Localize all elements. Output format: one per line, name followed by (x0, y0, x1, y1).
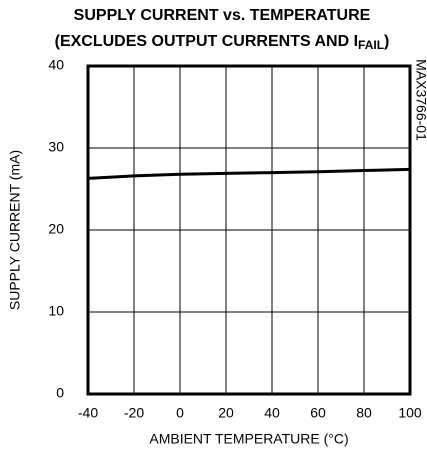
y-tick-label: 40 (48, 57, 64, 73)
x-tick-label: 100 (398, 405, 422, 421)
y-tick-label: 20 (48, 221, 64, 237)
x-axis-label: AMBIENT TEMPERATURE (°C) (149, 431, 348, 447)
chart-subtitle: (EXCLUDES OUTPUT CURRENTS AND IFAIL) (55, 33, 390, 52)
x-tick-label: 20 (218, 405, 234, 421)
data-line (87, 167, 411, 180)
subtitle-subscript: FAIL (358, 38, 384, 52)
y-tick-label: 10 (48, 303, 64, 319)
x-tick-label: 0 (176, 405, 184, 421)
y-axis-label: SUPPLY CURRENT (mA) (7, 150, 23, 310)
plot-frame (86, 64, 412, 396)
chart-title: SUPPLY CURRENT vs. TEMPERATURE (74, 7, 371, 24)
x-tick-label: 80 (356, 405, 372, 421)
x-tick-label: 40 (264, 405, 280, 421)
subtitle-end: ) (384, 33, 389, 50)
y-tick-label: 30 (48, 139, 64, 155)
x-tick-label: -40 (78, 405, 98, 421)
subtitle-text: (EXCLUDES OUTPUT CURRENTS AND I (55, 33, 358, 50)
y-tick-label: 0 (56, 385, 64, 401)
x-tick-label: 60 (310, 405, 326, 421)
figure-id: MAX3766-01 (413, 59, 427, 141)
x-tick-label: -20 (124, 405, 144, 421)
